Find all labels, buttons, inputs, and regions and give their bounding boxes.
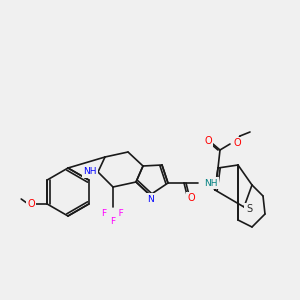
Text: S: S <box>246 204 252 214</box>
Text: NH: NH <box>83 167 97 176</box>
Text: N: N <box>147 194 153 203</box>
Text: O: O <box>233 138 241 148</box>
Text: F    F: F F <box>102 209 124 218</box>
Text: O: O <box>27 199 35 209</box>
Text: NH: NH <box>204 178 218 188</box>
Text: O: O <box>204 136 212 146</box>
Text: NH: NH <box>204 178 218 188</box>
Text: F: F <box>110 217 116 226</box>
Text: O: O <box>187 193 195 203</box>
